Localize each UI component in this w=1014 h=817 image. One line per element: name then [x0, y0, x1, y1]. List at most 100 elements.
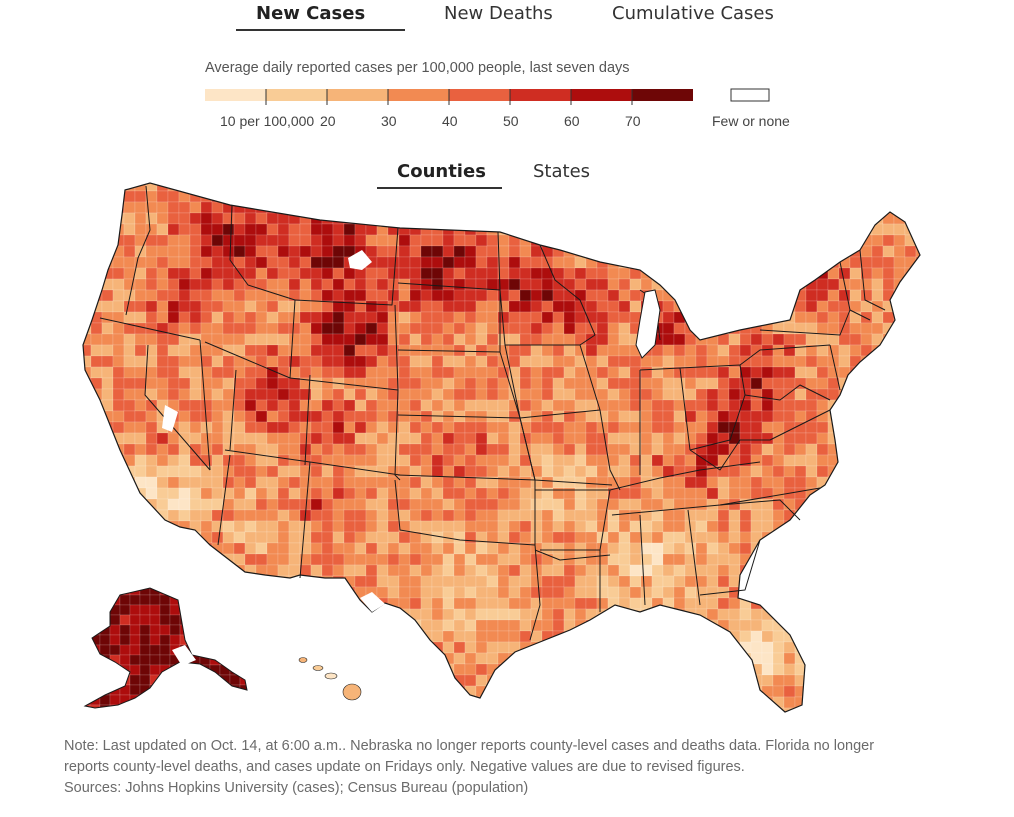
county-cell[interactable]: [200, 278, 213, 291]
county-cell[interactable]: [673, 201, 686, 214]
county-cell[interactable]: [541, 542, 554, 555]
county-cell[interactable]: [277, 322, 290, 335]
county-cell[interactable]: [717, 289, 730, 302]
county-cell[interactable]: [149, 624, 161, 636]
county-cell[interactable]: [167, 245, 180, 258]
county-cell[interactable]: [772, 234, 785, 247]
county-cell[interactable]: [398, 575, 411, 588]
county-cell[interactable]: [508, 487, 521, 500]
county-cell[interactable]: [783, 685, 796, 698]
county-cell[interactable]: [123, 509, 136, 522]
county-cell[interactable]: [706, 366, 719, 379]
county-cell[interactable]: [387, 696, 400, 709]
county-cell[interactable]: [585, 180, 598, 192]
county-cell[interactable]: [255, 707, 268, 719]
county-cell[interactable]: [442, 465, 455, 478]
county-cell[interactable]: [80, 180, 92, 192]
county-cell[interactable]: [871, 410, 884, 423]
county-cell[interactable]: [574, 586, 587, 599]
county-cell[interactable]: [387, 520, 400, 533]
county-cell[interactable]: [244, 531, 257, 544]
county-cell[interactable]: [684, 333, 697, 346]
county-cell[interactable]: [409, 575, 422, 588]
county-cell[interactable]: [431, 267, 444, 280]
county-cell[interactable]: [442, 190, 455, 203]
county-cell[interactable]: [684, 454, 697, 467]
county-cell[interactable]: [530, 388, 543, 401]
county-cell[interactable]: [80, 644, 91, 656]
county-cell[interactable]: [398, 322, 411, 335]
county-cell[interactable]: [893, 476, 906, 489]
county-cell[interactable]: [112, 388, 125, 401]
county-cell[interactable]: [629, 553, 642, 566]
county-cell[interactable]: [530, 355, 543, 368]
county-cell[interactable]: [167, 267, 180, 280]
county-cell[interactable]: [288, 190, 301, 203]
county-cell[interactable]: [332, 685, 345, 698]
county-cell[interactable]: [189, 604, 201, 616]
county-cell[interactable]: [169, 624, 181, 636]
county-cell[interactable]: [442, 575, 455, 588]
county-cell[interactable]: [134, 190, 147, 203]
county-cell[interactable]: [255, 344, 268, 357]
county-cell[interactable]: [871, 630, 884, 643]
county-cell[interactable]: [409, 212, 422, 225]
county-cell[interactable]: [827, 322, 840, 335]
county-cell[interactable]: [167, 432, 180, 445]
county-cell[interactable]: [541, 586, 554, 599]
county-cell[interactable]: [871, 553, 884, 566]
county-cell[interactable]: [90, 201, 103, 214]
county-cell[interactable]: [717, 399, 730, 412]
county-cell[interactable]: [169, 674, 181, 686]
county-cell[interactable]: [321, 520, 334, 533]
county-cell[interactable]: [431, 685, 444, 698]
county-cell[interactable]: [497, 245, 510, 258]
county-cell[interactable]: [486, 641, 499, 654]
county-cell[interactable]: [838, 267, 851, 280]
county-cell[interactable]: [398, 531, 411, 544]
county-cell[interactable]: [728, 344, 741, 357]
county-cell[interactable]: [596, 366, 609, 379]
county-cell[interactable]: [156, 388, 169, 401]
county-cell[interactable]: [860, 366, 873, 379]
county-cell[interactable]: [508, 542, 521, 555]
county-cell[interactable]: [618, 180, 631, 192]
county-cell[interactable]: [794, 597, 807, 610]
county-cell[interactable]: [706, 399, 719, 412]
county-cell[interactable]: [420, 201, 433, 214]
county-cell[interactable]: [134, 465, 147, 478]
county-cell[interactable]: [805, 311, 818, 324]
county-cell[interactable]: [706, 267, 719, 280]
county-cell[interactable]: [464, 586, 477, 599]
county-cell[interactable]: [585, 432, 598, 445]
county-cell[interactable]: [563, 608, 576, 621]
county-cell[interactable]: [563, 498, 576, 511]
county-cell[interactable]: [464, 509, 477, 522]
county-cell[interactable]: [255, 432, 268, 445]
county-cell[interactable]: [607, 245, 620, 258]
county-cell[interactable]: [794, 355, 807, 368]
county-cell[interactable]: [915, 575, 927, 588]
county-cell[interactable]: [266, 564, 279, 577]
county-cell[interactable]: [519, 344, 532, 357]
county-cell[interactable]: [761, 553, 774, 566]
county-cell[interactable]: [299, 410, 312, 423]
county-cell[interactable]: [530, 685, 543, 698]
county-cell[interactable]: [860, 652, 873, 665]
county-cell[interactable]: [629, 487, 642, 500]
county-cell[interactable]: [255, 267, 268, 280]
county-cell[interactable]: [209, 594, 221, 606]
county-cell[interactable]: [420, 388, 433, 401]
county-cell[interactable]: [915, 498, 927, 511]
county-cell[interactable]: [222, 520, 235, 533]
county-cell[interactable]: [585, 597, 598, 610]
county-cell[interactable]: [343, 564, 356, 577]
county-cell[interactable]: [189, 377, 202, 390]
county-cell[interactable]: [508, 520, 521, 533]
county-cell[interactable]: [211, 454, 224, 467]
county-cell[interactable]: [684, 685, 697, 698]
county-cell[interactable]: [409, 630, 422, 643]
county-cell[interactable]: [860, 575, 873, 588]
county-cell[interactable]: [199, 694, 211, 706]
county-cell[interactable]: [211, 696, 224, 709]
